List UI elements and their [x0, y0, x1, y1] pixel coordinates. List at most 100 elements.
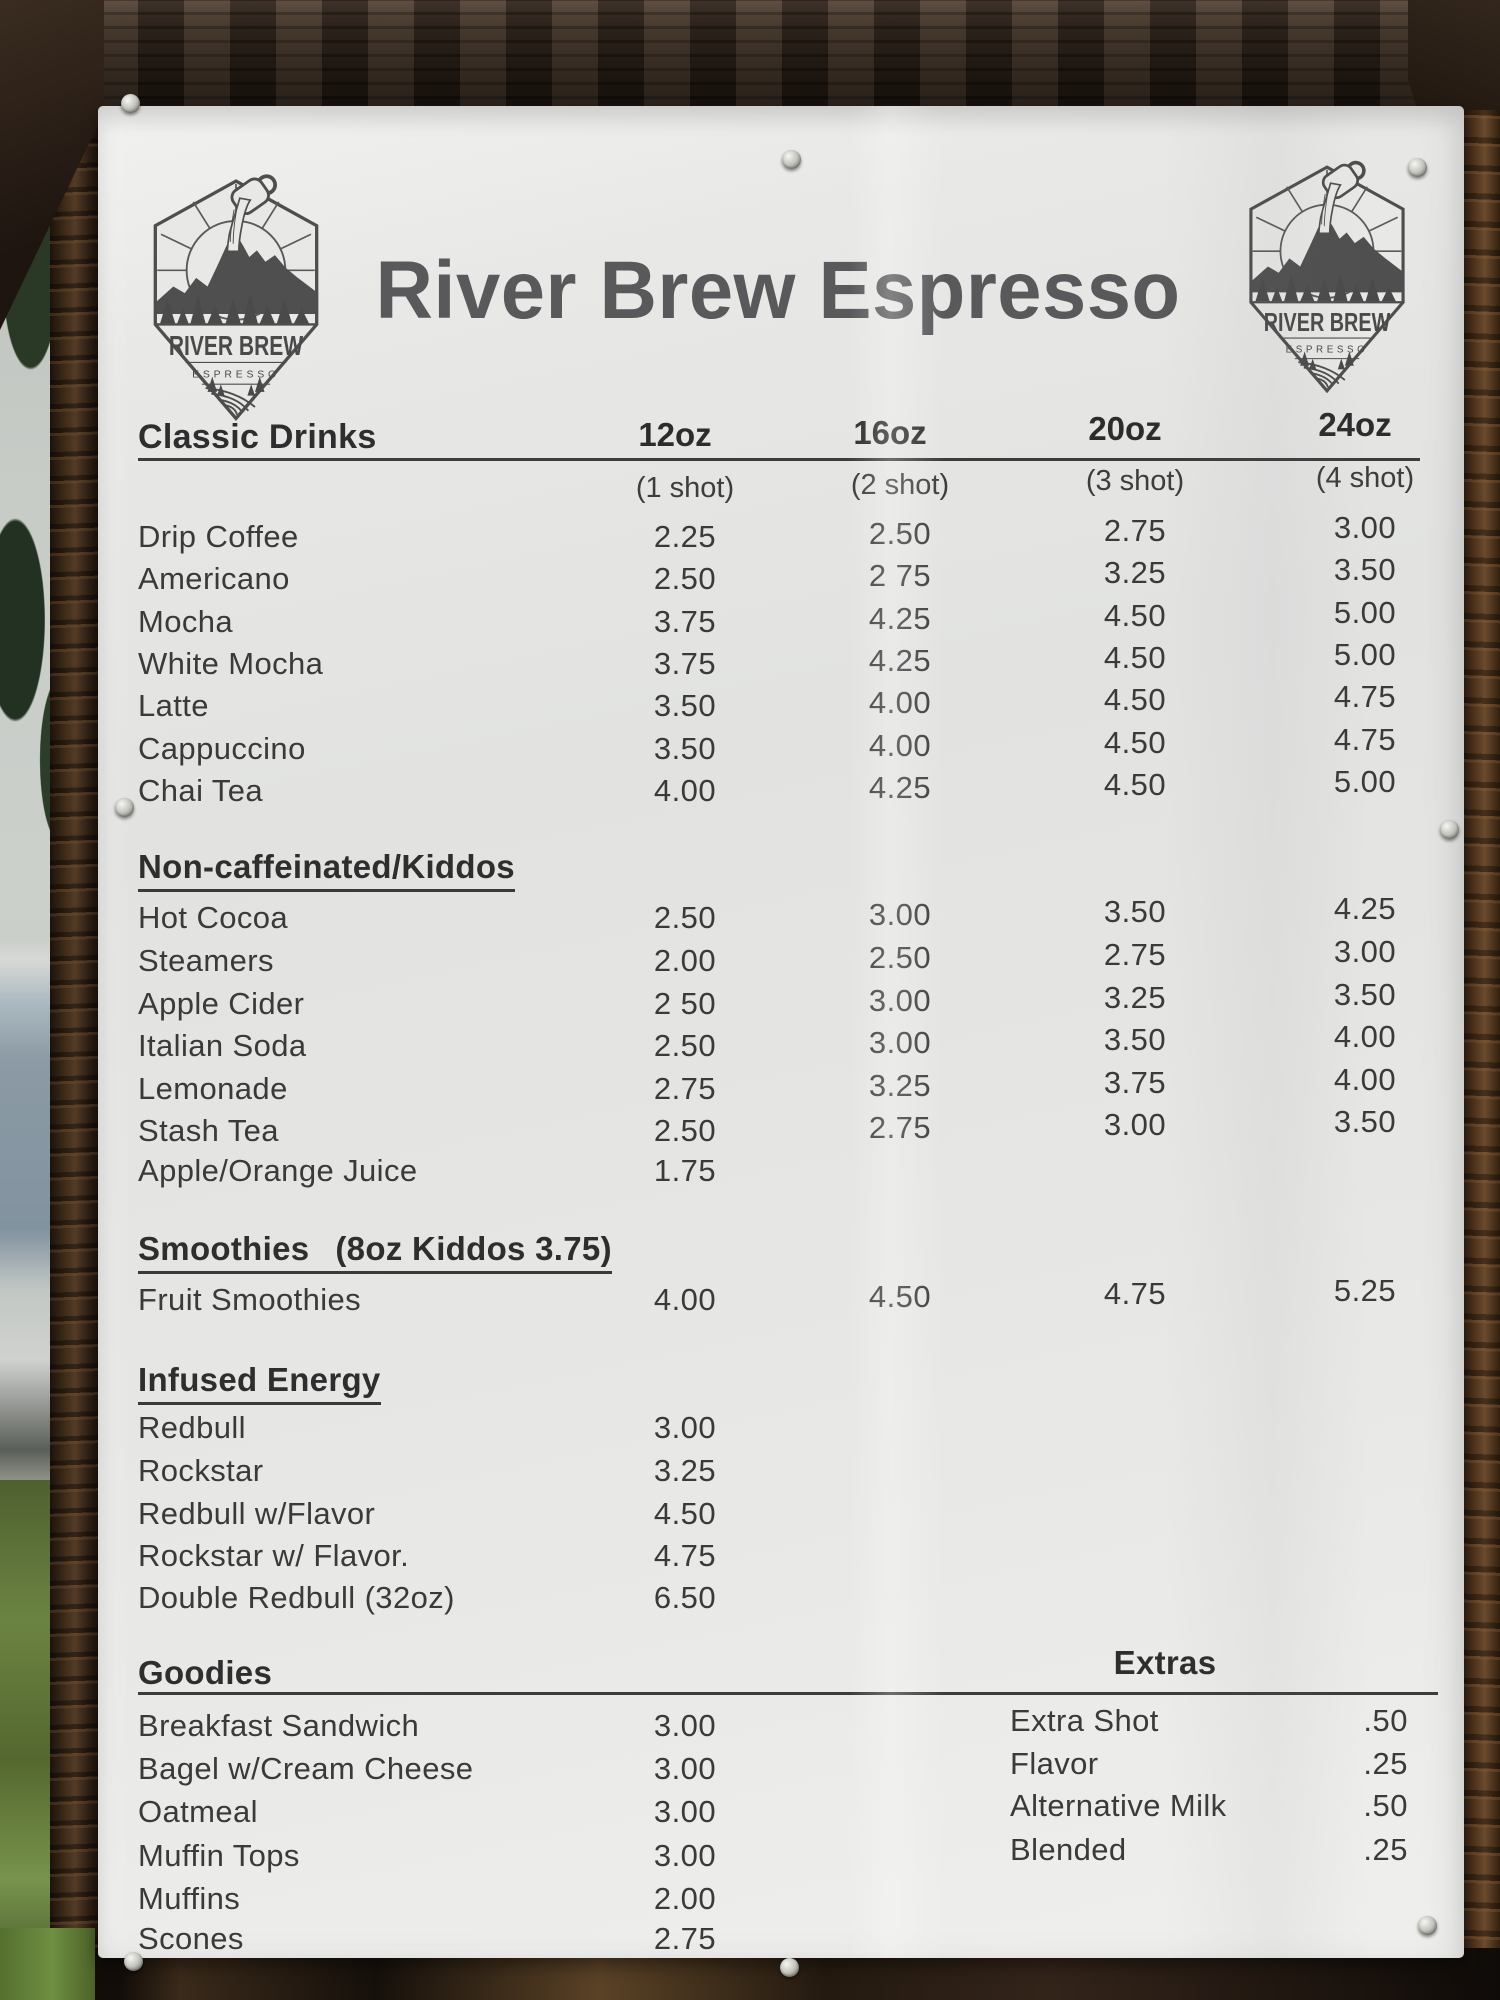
menu-row: Bagel w/Cream Cheese 3.00	[98, 1751, 1464, 1793]
item-price: 4.00	[868, 685, 932, 720]
item-price: 3.50	[1333, 977, 1397, 1012]
item-name: Breakfast Sandwich	[138, 1708, 420, 1743]
menu-row: Apple Cider 2 50 3.00 3.25 3.50	[98, 977, 1464, 1028]
river-brew-logo-right: RIVER BREW ESPRESSO	[1249, 160, 1405, 394]
screw	[1440, 820, 1459, 839]
item-price: 4.25	[868, 643, 932, 678]
item-price: 2.50	[653, 900, 717, 935]
item-price: 4.75	[1333, 722, 1397, 757]
item-price: 2.50	[653, 1113, 717, 1148]
item-price: .25	[1363, 1746, 1408, 1781]
item-name: Flavor	[1010, 1746, 1099, 1781]
item-price: 5.25	[1333, 1273, 1397, 1308]
logo-tree-line	[160, 293, 310, 324]
item-price: 4.75	[1103, 1276, 1167, 1311]
item-name: Scones	[138, 1921, 244, 1956]
item-price: 3.50	[653, 731, 717, 766]
item-price: 4.25	[868, 770, 932, 805]
logo-river-trees	[1300, 351, 1354, 370]
logo-stream-lines	[1321, 192, 1329, 227]
menu-row: Redbull w/Flavor 4.50	[98, 1496, 1464, 1538]
screw	[115, 798, 134, 817]
item-price: 3.00	[653, 1794, 717, 1829]
shot-label-1: (1 shot)	[635, 472, 735, 504]
item-price: 2.75	[1103, 513, 1167, 548]
item-price: 3.25	[1103, 980, 1167, 1015]
item-name: Extra Shot	[1010, 1703, 1159, 1738]
sign-board: RIVER BREW ESPRESSO	[98, 106, 1464, 1958]
size-header-12oz: 12oz	[638, 416, 712, 453]
item-price: 3.00	[868, 1025, 932, 1060]
item-name: Apple Cider	[138, 986, 305, 1021]
menu-row: Rockstar 3.25	[98, 1453, 1464, 1495]
item-name: Redbull	[138, 1410, 246, 1445]
smoothies-heading-text: Smoothies	[138, 1230, 310, 1267]
screw	[1418, 1916, 1437, 1935]
wood-post-left	[50, 92, 102, 2000]
logo-mountain	[155, 232, 317, 314]
menu-row: Extra Shot .50	[98, 1703, 1464, 1745]
item-name: Latte	[138, 688, 209, 723]
menu-row: Latte 3.50 4.00 4.50 4.75	[98, 679, 1464, 730]
item-price: 3.00	[1103, 1107, 1167, 1142]
item-name: Muffins	[138, 1881, 241, 1916]
item-price: 2.25	[653, 519, 717, 554]
item-price: 5.00	[1333, 764, 1397, 799]
logo-mountain	[1250, 215, 1404, 293]
item-price: .50	[1363, 1788, 1408, 1823]
menu-row: White Mocha 3.75 4.25 4.50 5.00	[98, 637, 1464, 688]
menu-row: Hot Cocoa 2.50 3.00 3.50 4.25	[98, 891, 1464, 942]
item-price: 3.50	[653, 688, 717, 723]
item-price: 3.00	[653, 1708, 717, 1743]
item-price: .50	[1363, 1703, 1408, 1738]
section-heading-goodies: Goodies	[138, 1654, 273, 1691]
shot-label-2: (2 shot)	[850, 469, 950, 501]
item-price: 4.50	[1103, 767, 1167, 802]
item-name: White Mocha	[138, 646, 324, 681]
screw	[780, 1958, 799, 1977]
menu-row: Redbull 3.00	[98, 1410, 1464, 1452]
menu-row: Muffin Tops 3.00	[98, 1838, 1464, 1880]
smoothies-heading-note: (8oz Kiddos 3.75)	[335, 1230, 612, 1267]
item-price: 3.50	[1103, 894, 1167, 929]
menu-row: Muffins 2.00	[98, 1881, 1464, 1923]
menu-row: Breakfast Sandwich 3.00	[98, 1708, 1464, 1750]
item-price: 6.50	[653, 1580, 717, 1615]
menu-row: Apple/Orange Juice 1.75	[98, 1153, 1464, 1195]
item-price: 2.75	[653, 1071, 717, 1106]
item-price: 4.00	[653, 773, 717, 808]
menu-row: Blended .25	[98, 1832, 1464, 1874]
item-price: 4.50	[1103, 598, 1167, 633]
logo-stream-lines	[229, 207, 238, 244]
size-header-16oz: 16oz	[853, 414, 927, 451]
item-price: 2 75	[868, 558, 932, 593]
section-heading-classic-drinks: Classic Drinks	[138, 418, 377, 456]
menu-row: Oatmeal 3.00	[98, 1794, 1464, 1836]
menu-row: Mocha 3.75 4.25 4.50 5.00	[98, 595, 1464, 646]
river-brew-logo-left: RIVER BREW ESPRESSO	[153, 174, 319, 421]
item-price: 2.75	[653, 1921, 717, 1956]
item-price: 3.50	[1103, 1022, 1167, 1057]
item-price: 3.25	[1103, 555, 1167, 590]
item-name: Blended	[1010, 1832, 1127, 1867]
item-price: .25	[1363, 1832, 1408, 1867]
logo-river-trees	[207, 376, 265, 396]
item-name: Rockstar w/ Flavor.	[138, 1538, 410, 1573]
section-heading-smoothies: Smoothies (8oz Kiddos 3.75)	[138, 1230, 612, 1274]
menu-row: Alternative Milk .50	[98, 1788, 1464, 1830]
item-name: Oatmeal	[138, 1794, 258, 1829]
item-name: Cappuccino	[138, 731, 306, 766]
item-price: 3.50	[1333, 552, 1397, 587]
menu-row: Flavor .25	[98, 1746, 1464, 1788]
menu-row: Italian Soda 2.50 3.00 3.50 4.00	[98, 1019, 1464, 1070]
item-price: 3.50	[1333, 1104, 1397, 1139]
screw	[1408, 158, 1427, 177]
item-price: 2.50	[868, 940, 932, 975]
menu-row: Rockstar w/ Flavor. 4.75	[98, 1538, 1464, 1580]
item-name: Americano	[138, 561, 290, 596]
menu-row: Fruit Smoothies 4.00 4.50 4.75 5.25	[98, 1273, 1464, 1324]
item-price: 3.00	[868, 983, 932, 1018]
menu-row: Cappuccino 3.50 4.00 4.50 4.75	[98, 722, 1464, 773]
item-price: 4.25	[1333, 891, 1397, 926]
item-name: Alternative Milk	[1010, 1788, 1227, 1823]
